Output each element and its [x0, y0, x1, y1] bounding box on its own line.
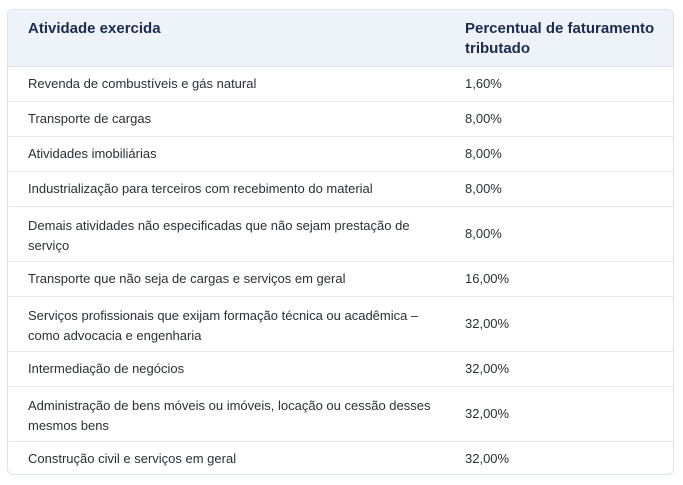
activity-cell: Demais atividades não especificadas que …	[28, 217, 410, 253]
percent-cell: 8,00%	[465, 180, 502, 196]
percent-cell: 1,60%	[465, 75, 502, 91]
percent-cell: 16,00%	[465, 270, 510, 286]
activity-cell: Serviços profissionais que exijam formaç…	[28, 307, 419, 343]
table-row: Transporte de cargas 8,00%	[8, 101, 673, 136]
table-row: Serviços profissionais que exijam formaç…	[8, 296, 673, 351]
activity-cell: Transporte que não seja de cargas e serv…	[28, 270, 346, 286]
table-row: Atividades imobiliárias 8,00%	[8, 136, 673, 171]
table-header: Atividade exercida Percentual de faturam…	[8, 10, 673, 67]
activity-cell: Administração de bens móveis ou imóveis,…	[28, 397, 431, 433]
activity-cell: Construção civil e serviços em geral	[28, 450, 237, 466]
percent-cell: 32,00%	[465, 315, 510, 331]
percent-cell: 32,00%	[465, 360, 510, 376]
table: Atividade exercida Percentual de faturam…	[8, 10, 673, 474]
percent-cell: 8,00%	[465, 225, 502, 241]
table-row: Administração de bens móveis ou imóveis,…	[8, 386, 673, 441]
table-body: Revenda de combustíveis e gás natural 1,…	[8, 66, 673, 474]
table-row: Demais atividades não especificadas que …	[8, 206, 673, 261]
header-percent: Percentual de faturamento tributado	[445, 10, 673, 67]
table-row: Intermediação de negócios 32,00%	[8, 351, 673, 386]
activity-cell: Industrialização para terceiros com rece…	[28, 180, 373, 196]
percent-cell: 8,00%	[465, 145, 502, 161]
table-row: Revenda de combustíveis e gás natural 1,…	[8, 66, 673, 101]
activity-cell: Atividades imobiliárias	[28, 145, 157, 161]
percent-cell: 32,00%	[465, 450, 510, 466]
header-row: Atividade exercida Percentual de faturam…	[8, 10, 673, 67]
header-activity: Atividade exercida	[8, 10, 445, 67]
activity-cell: Transporte de cargas	[28, 110, 152, 126]
table-row: Transporte que não seja de cargas e serv…	[8, 261, 673, 296]
table-row: Industrialização para terceiros com rece…	[8, 171, 673, 206]
percent-cell: 32,00%	[465, 405, 510, 421]
activity-cell: Intermediação de negócios	[28, 360, 185, 376]
tax-rate-table: Atividade exercida Percentual de faturam…	[7, 9, 674, 475]
activity-cell: Revenda de combustíveis e gás natural	[28, 75, 257, 91]
percent-cell: 8,00%	[465, 110, 502, 126]
table-row: Construção civil e serviços em geral 32,…	[8, 441, 673, 474]
